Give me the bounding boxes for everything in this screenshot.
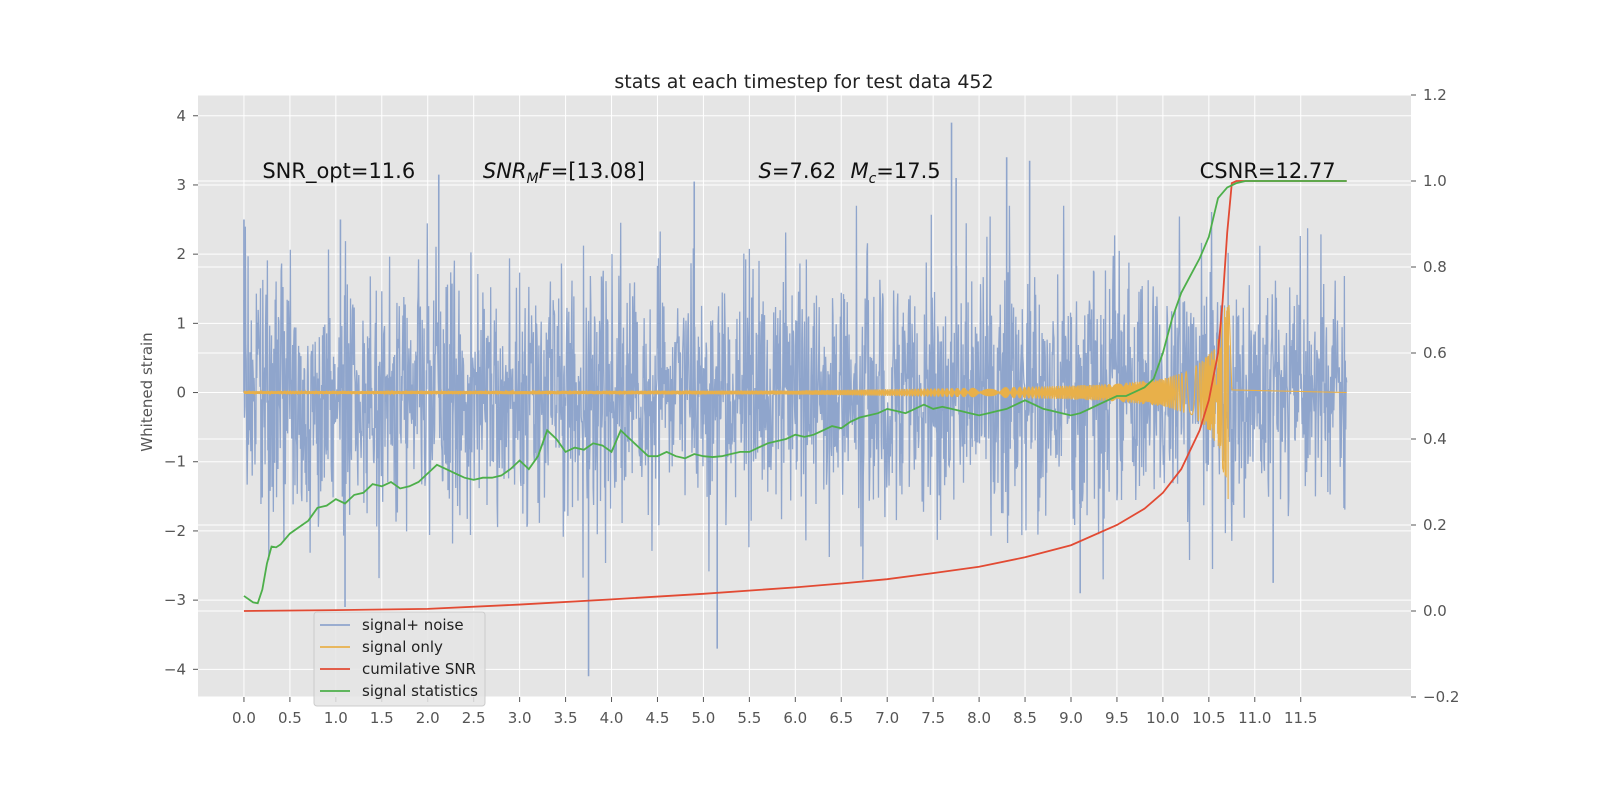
y-tick-label: 0 — [176, 384, 186, 402]
x-tick-label: 1.0 — [324, 709, 348, 727]
x-tick-label: 5.5 — [737, 709, 761, 727]
x-tick-label: 1.5 — [370, 709, 394, 727]
axis-ticks: 0.0 0.5 1.0 1.5 2.0 2.5 3.0 3.5 4.0 4.5 5.0 5.5 6.0 6… — [164, 86, 1460, 727]
y-tick-label: 4 — [176, 107, 186, 125]
legend: signal+ noise signal only cumilative SNR si… — [313, 611, 486, 707]
annotations: SNR_opt=11.6 SNRMF=[13.08] S=7.62 Mc=17.5 CS… — [262, 159, 1335, 187]
y-tick-label: 1 — [176, 314, 186, 332]
series-signal-statistics — [243, 180, 1347, 605]
x-tick-label: 11.0 — [1238, 709, 1271, 727]
y-axis-label: Whitened strain — [138, 332, 156, 451]
annotation-text: SNRMF=[13.08] — [483, 159, 645, 187]
x-tick-label: 2.5 — [462, 709, 486, 727]
legend-label: signal statistics — [362, 682, 478, 700]
x-tick-label: 8.5 — [1013, 709, 1037, 727]
y-tick-label: −4 — [164, 660, 186, 678]
y-tick-label: 3 — [176, 176, 186, 194]
y2-tick-label: 0.2 — [1423, 516, 1447, 534]
x-tick-label: 4.5 — [646, 709, 670, 727]
y2-tick-label: 0.0 — [1423, 602, 1447, 620]
legend-label: cumilative SNR — [362, 660, 476, 678]
x-tick-label: 0.5 — [278, 709, 302, 727]
grid-lines — [198, 94, 1411, 698]
y-tick-label: 2 — [176, 245, 186, 263]
y2-tick-label: 0.6 — [1423, 344, 1447, 362]
x-tick-label: 2.0 — [416, 709, 440, 727]
x-tick-label: 9.5 — [1105, 709, 1129, 727]
x-tick-label: 0.0 — [232, 709, 256, 727]
x-tick-label: 7.5 — [921, 709, 945, 727]
signal-only-line — [243, 304, 1347, 499]
x-tick-label: 10.5 — [1192, 709, 1225, 727]
series-signal-only — [243, 304, 1347, 499]
series-cumilative-snr — [243, 180, 1347, 612]
series-signal-noise — [243, 122, 1348, 677]
x-tick-label: 10.0 — [1146, 709, 1179, 727]
x-tick-label: 6.5 — [829, 709, 853, 727]
x-tick-label: 3.0 — [508, 709, 532, 727]
x-tick-label: 6.0 — [783, 709, 807, 727]
signal-noise-line — [243, 205, 1348, 580]
chart-title: stats at each timestep for test data 452 — [614, 71, 993, 93]
legend-box — [313, 611, 486, 707]
annotation-text: SNR_opt=11.6 — [262, 159, 415, 184]
x-tick-label: 4.0 — [600, 709, 624, 727]
y2-tick-label: 0.4 — [1423, 430, 1447, 448]
annotation-text: Mc=17.5 — [850, 159, 940, 187]
series-lines — [243, 180, 1347, 612]
legend-label: signal+ noise — [362, 616, 464, 634]
x-tick-label: 3.5 — [554, 709, 578, 727]
legend-label: signal only — [362, 638, 443, 656]
x-tick-label: 5.0 — [691, 709, 715, 727]
y-tick-label: −3 — [164, 591, 186, 609]
y2-tick-label: 1.0 — [1423, 172, 1447, 190]
x-tick-label: 8.0 — [967, 709, 991, 727]
annotation-text: CSNR=12.77 — [1200, 159, 1336, 183]
x-tick-label: 9.0 — [1059, 709, 1083, 727]
y2-tick-label: 0.8 — [1423, 258, 1447, 276]
y2-tick-label: −0.2 — [1423, 688, 1459, 706]
x-tick-label: 7.0 — [875, 709, 899, 727]
annotation-text: S=7.62 — [759, 159, 837, 183]
x-tick-label: 11.5 — [1284, 709, 1317, 727]
y-tick-label: −1 — [164, 453, 186, 471]
y-tick-label: −2 — [164, 522, 186, 540]
y2-tick-label: 1.2 — [1423, 86, 1447, 104]
